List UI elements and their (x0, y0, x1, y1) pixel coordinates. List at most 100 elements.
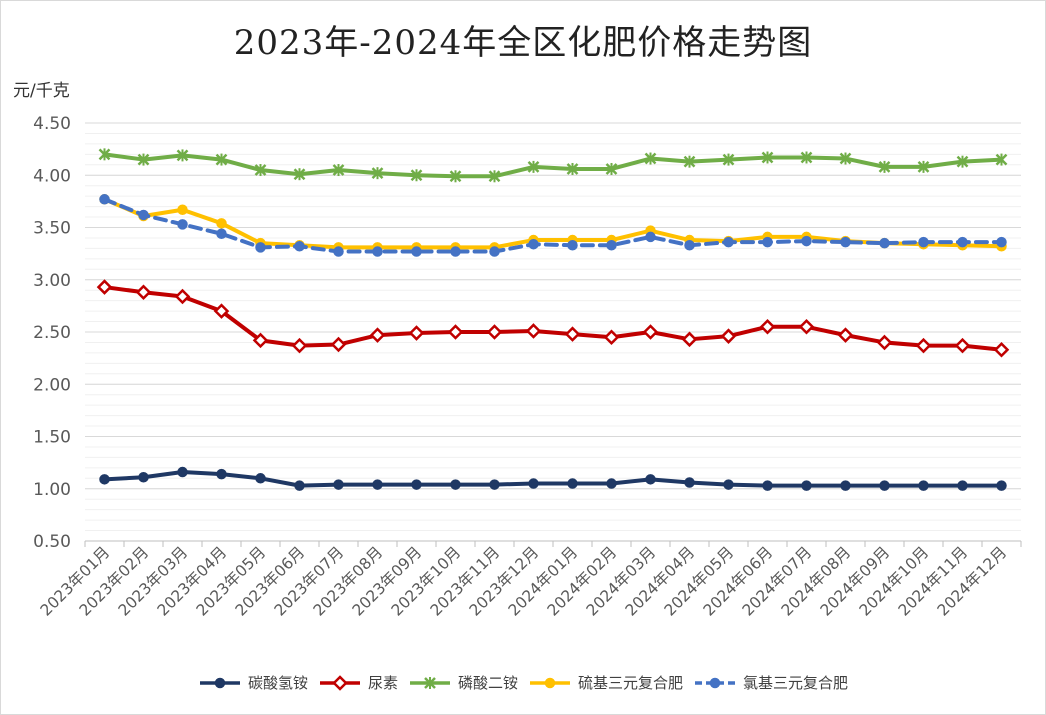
data-point (177, 204, 188, 215)
data-point (681, 331, 698, 348)
data-point (488, 170, 501, 183)
data-point (213, 303, 230, 319)
data-point (957, 480, 968, 491)
data-point (564, 326, 581, 342)
data-point (566, 162, 579, 175)
legend-swatch (409, 676, 450, 689)
data-point (294, 241, 305, 252)
data-point (800, 151, 813, 164)
series-2 (96, 279, 1010, 358)
data-point (332, 164, 345, 177)
data-point (917, 160, 930, 173)
data-point (684, 477, 695, 488)
y-tick-label: 4.50 (33, 114, 71, 134)
data-point (837, 327, 854, 343)
data-point (642, 324, 659, 340)
series-3 (98, 148, 1008, 183)
data-point (605, 162, 618, 175)
data-point (372, 246, 383, 257)
legend-label: 碳酸氢铵 (247, 674, 308, 692)
legend-item: 磷酸二铵 (408, 672, 518, 693)
data-point (330, 336, 347, 353)
y-tick-label: 4.00 (33, 166, 71, 186)
series-line (102, 285, 1004, 352)
plot-area: 0.501.001.502.002.503.003.504.004.502023… (33, 114, 1022, 620)
data-point (528, 238, 539, 250)
data-point (527, 160, 540, 173)
data-point (449, 170, 462, 183)
data-point (759, 319, 776, 335)
series-line (102, 470, 1004, 488)
legend-swatch (695, 677, 736, 688)
data-point (993, 341, 1010, 358)
data-point (606, 240, 617, 251)
data-point (761, 151, 774, 164)
legend-label: 磷酸二铵 (457, 674, 518, 692)
y-axis-unit-label: 元/千克 (13, 81, 70, 101)
data-point (915, 337, 932, 354)
data-point (683, 155, 696, 168)
y-tick-label: 1.00 (33, 480, 71, 500)
y-tick-label: 2.00 (33, 375, 71, 395)
legend-swatch-marker (332, 674, 348, 691)
legend-item: 氯基三元复合肥 (693, 672, 848, 693)
data-point (489, 246, 500, 257)
data-point (215, 153, 228, 166)
data-point (567, 240, 578, 251)
series-line (102, 197, 1004, 254)
data-point (177, 466, 188, 478)
data-point (645, 474, 656, 485)
legend: 碳酸氢铵 尿素 磷酸二铵 硫基三元复合肥 氯基三元复合肥 (1, 672, 1045, 693)
data-point (489, 479, 500, 490)
data-point (954, 337, 971, 354)
legend-swatch-marker (544, 677, 556, 688)
data-point (447, 324, 464, 340)
data-point (99, 474, 110, 485)
data-point (762, 236, 773, 248)
data-point (99, 194, 110, 205)
y-tick-label: 1.50 (33, 428, 71, 448)
data-point (723, 479, 734, 490)
data-point (684, 240, 695, 251)
data-point (606, 478, 617, 489)
data-point (255, 242, 266, 253)
data-point (644, 152, 657, 165)
data-point (995, 153, 1008, 166)
data-point (801, 235, 812, 247)
data-point (411, 479, 422, 490)
data-point (603, 329, 620, 345)
data-point (878, 160, 891, 173)
data-point (918, 236, 929, 248)
data-point (798, 319, 815, 335)
data-point (839, 152, 852, 165)
data-point (372, 479, 383, 490)
data-point (762, 480, 773, 491)
data-point (956, 155, 969, 168)
data-point (720, 328, 737, 344)
data-point (333, 246, 344, 257)
data-point (525, 323, 542, 339)
data-point (840, 236, 851, 248)
data-point (216, 228, 227, 240)
data-point (408, 325, 425, 341)
series-5 (99, 194, 1007, 257)
legend-item: 硫基三元复合肥 (528, 672, 683, 693)
data-point (918, 480, 929, 491)
series-1 (99, 466, 1007, 491)
data-point (879, 480, 890, 491)
legend-label: 氯基三元复合肥 (743, 674, 849, 692)
legend-label: 尿素 (367, 674, 398, 692)
data-point (957, 236, 968, 248)
data-point (174, 288, 191, 305)
data-point (450, 246, 461, 257)
data-point (879, 237, 890, 249)
data-point (567, 478, 578, 489)
data-point (176, 149, 189, 162)
legend-swatch (319, 674, 360, 691)
data-point (216, 218, 227, 229)
data-point (138, 472, 149, 483)
data-point (486, 324, 503, 340)
legend-swatch-marker (424, 676, 436, 689)
data-point (252, 332, 269, 349)
